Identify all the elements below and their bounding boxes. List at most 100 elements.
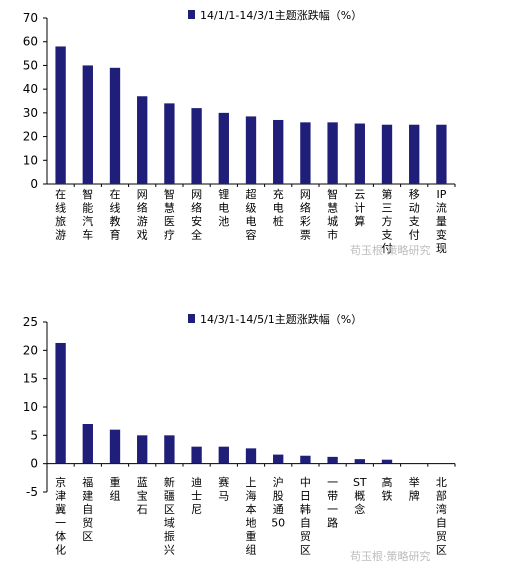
x-category-char: 区 [436,544,447,557]
y-tick-label: 15 [23,372,38,386]
x-category-char: 冀 [55,502,66,516]
x-category-char: 络 [191,201,202,215]
y-tick-label: 40 [23,82,38,96]
x-category-char: 池 [218,215,229,228]
x-category-char: 自 [300,517,311,530]
legend-label: 14/3/1-14/5/1主题涨跌幅（%） [200,312,362,326]
x-category-char: 尼 [191,503,202,516]
x-category-label: 重组 [110,475,121,503]
bar [436,124,447,184]
x-category-char: 日 [300,490,311,503]
x-category-char: 路 [327,517,338,530]
legend-label: 14/1/1-14/3/1主题涨跌幅（%） [200,8,362,22]
x-category-char: 方 [382,214,393,228]
x-category-label: 迪士尼 [191,476,202,516]
x-category-char: 一 [327,503,338,516]
x-category-char: 建 [82,489,93,503]
bar [55,46,66,185]
x-category-char: 福 [82,475,93,489]
bar [300,455,311,464]
x-category-char: 贸 [82,517,93,530]
y-tick-label: 10 [23,400,38,414]
x-category-char: 动 [409,202,420,215]
x-category-char: 彩 [300,215,311,228]
x-category-char: 付 [409,229,420,242]
x-category-char: 本 [246,502,257,516]
y-tick-label: 70 [23,11,38,25]
x-category-char: 络 [137,201,148,215]
x-category-char: 戏 [137,229,148,242]
x-category-char: 智 [164,187,175,201]
legend-swatch [188,10,195,19]
x-category-char: 股 [273,490,284,503]
x-category-char: 区 [300,544,311,557]
bar [191,446,202,464]
x-category-char: 网 [137,188,148,201]
x-category-char: 疗 [164,228,175,242]
bar [273,119,284,184]
x-category-char: 慧 [327,201,338,215]
x-category-char: 第 [382,187,393,201]
x-category-char: 蓝 [137,476,148,489]
x-category-char: 高 [382,475,393,489]
y-tick-label: 50 [23,58,38,72]
x-category-char: ST [353,476,367,489]
x-category-char: 流 [436,201,447,215]
bar [327,456,338,464]
x-category-char: 贸 [436,530,447,543]
bar [109,429,121,464]
x-category-char: 三 [382,202,393,215]
x-category-char: 区 [164,503,175,516]
x-category-char: IP [436,188,446,201]
x-category-char: 慧 [164,201,175,215]
x-category-char: 化 [55,543,66,557]
chart-1: 010203040506070在线旅游智能汽车在线教育网络游戏智慧医疗网络安全锂… [23,8,456,257]
x-category-char: 铁 [382,490,393,503]
x-category-char: 支 [382,229,393,242]
x-category-char: 全 [191,228,202,242]
x-category-char: 疆 [164,490,175,503]
x-category-char: 锂 [218,187,229,201]
x-category-char: 网 [300,188,311,201]
bar [409,124,420,184]
x-category-char: 一 [55,517,66,530]
y-tick-label: 5 [30,428,38,442]
x-category-char: 带 [327,490,338,503]
x-category-label: 赛马 [218,475,229,503]
x-category-char: 市 [327,228,338,242]
watermark-text: 苟玉根·策略研究 [350,549,431,563]
x-category-char: 通 [273,503,284,516]
watermark-text: 苟玉根·策略研究 [350,243,431,257]
bar [218,112,229,184]
x-category-char: 石 [137,503,148,516]
x-category-char: 票 [300,229,311,242]
x-category-char: 振 [164,529,175,543]
x-category-char: 组 [110,489,121,503]
bar [82,424,93,464]
x-category-char: 教 [110,215,121,228]
x-category-char: 举 [409,475,420,489]
y-tick-label: 20 [23,343,38,357]
bar [137,96,148,184]
x-category-char: 网 [191,188,202,201]
y-tick-label: 0 [30,177,38,191]
bar [191,108,202,184]
bar [245,116,257,184]
x-category-label: 蓝宝石 [137,476,148,516]
x-category-char: 念 [354,502,365,516]
x-category-char: 线 [55,201,66,215]
x-category-char: 电 [218,202,229,215]
x-category-char: 上 [246,476,257,489]
y-tick-label: 30 [23,106,38,120]
x-category-char: 线 [110,201,121,215]
chart-2: -50510152025京津冀一体化福建自贸区重组蓝宝石新疆区域振兴迪士尼赛马上… [23,312,456,563]
y-tick-label: -5 [26,485,38,499]
x-category-label: 锂电池 [218,187,229,228]
